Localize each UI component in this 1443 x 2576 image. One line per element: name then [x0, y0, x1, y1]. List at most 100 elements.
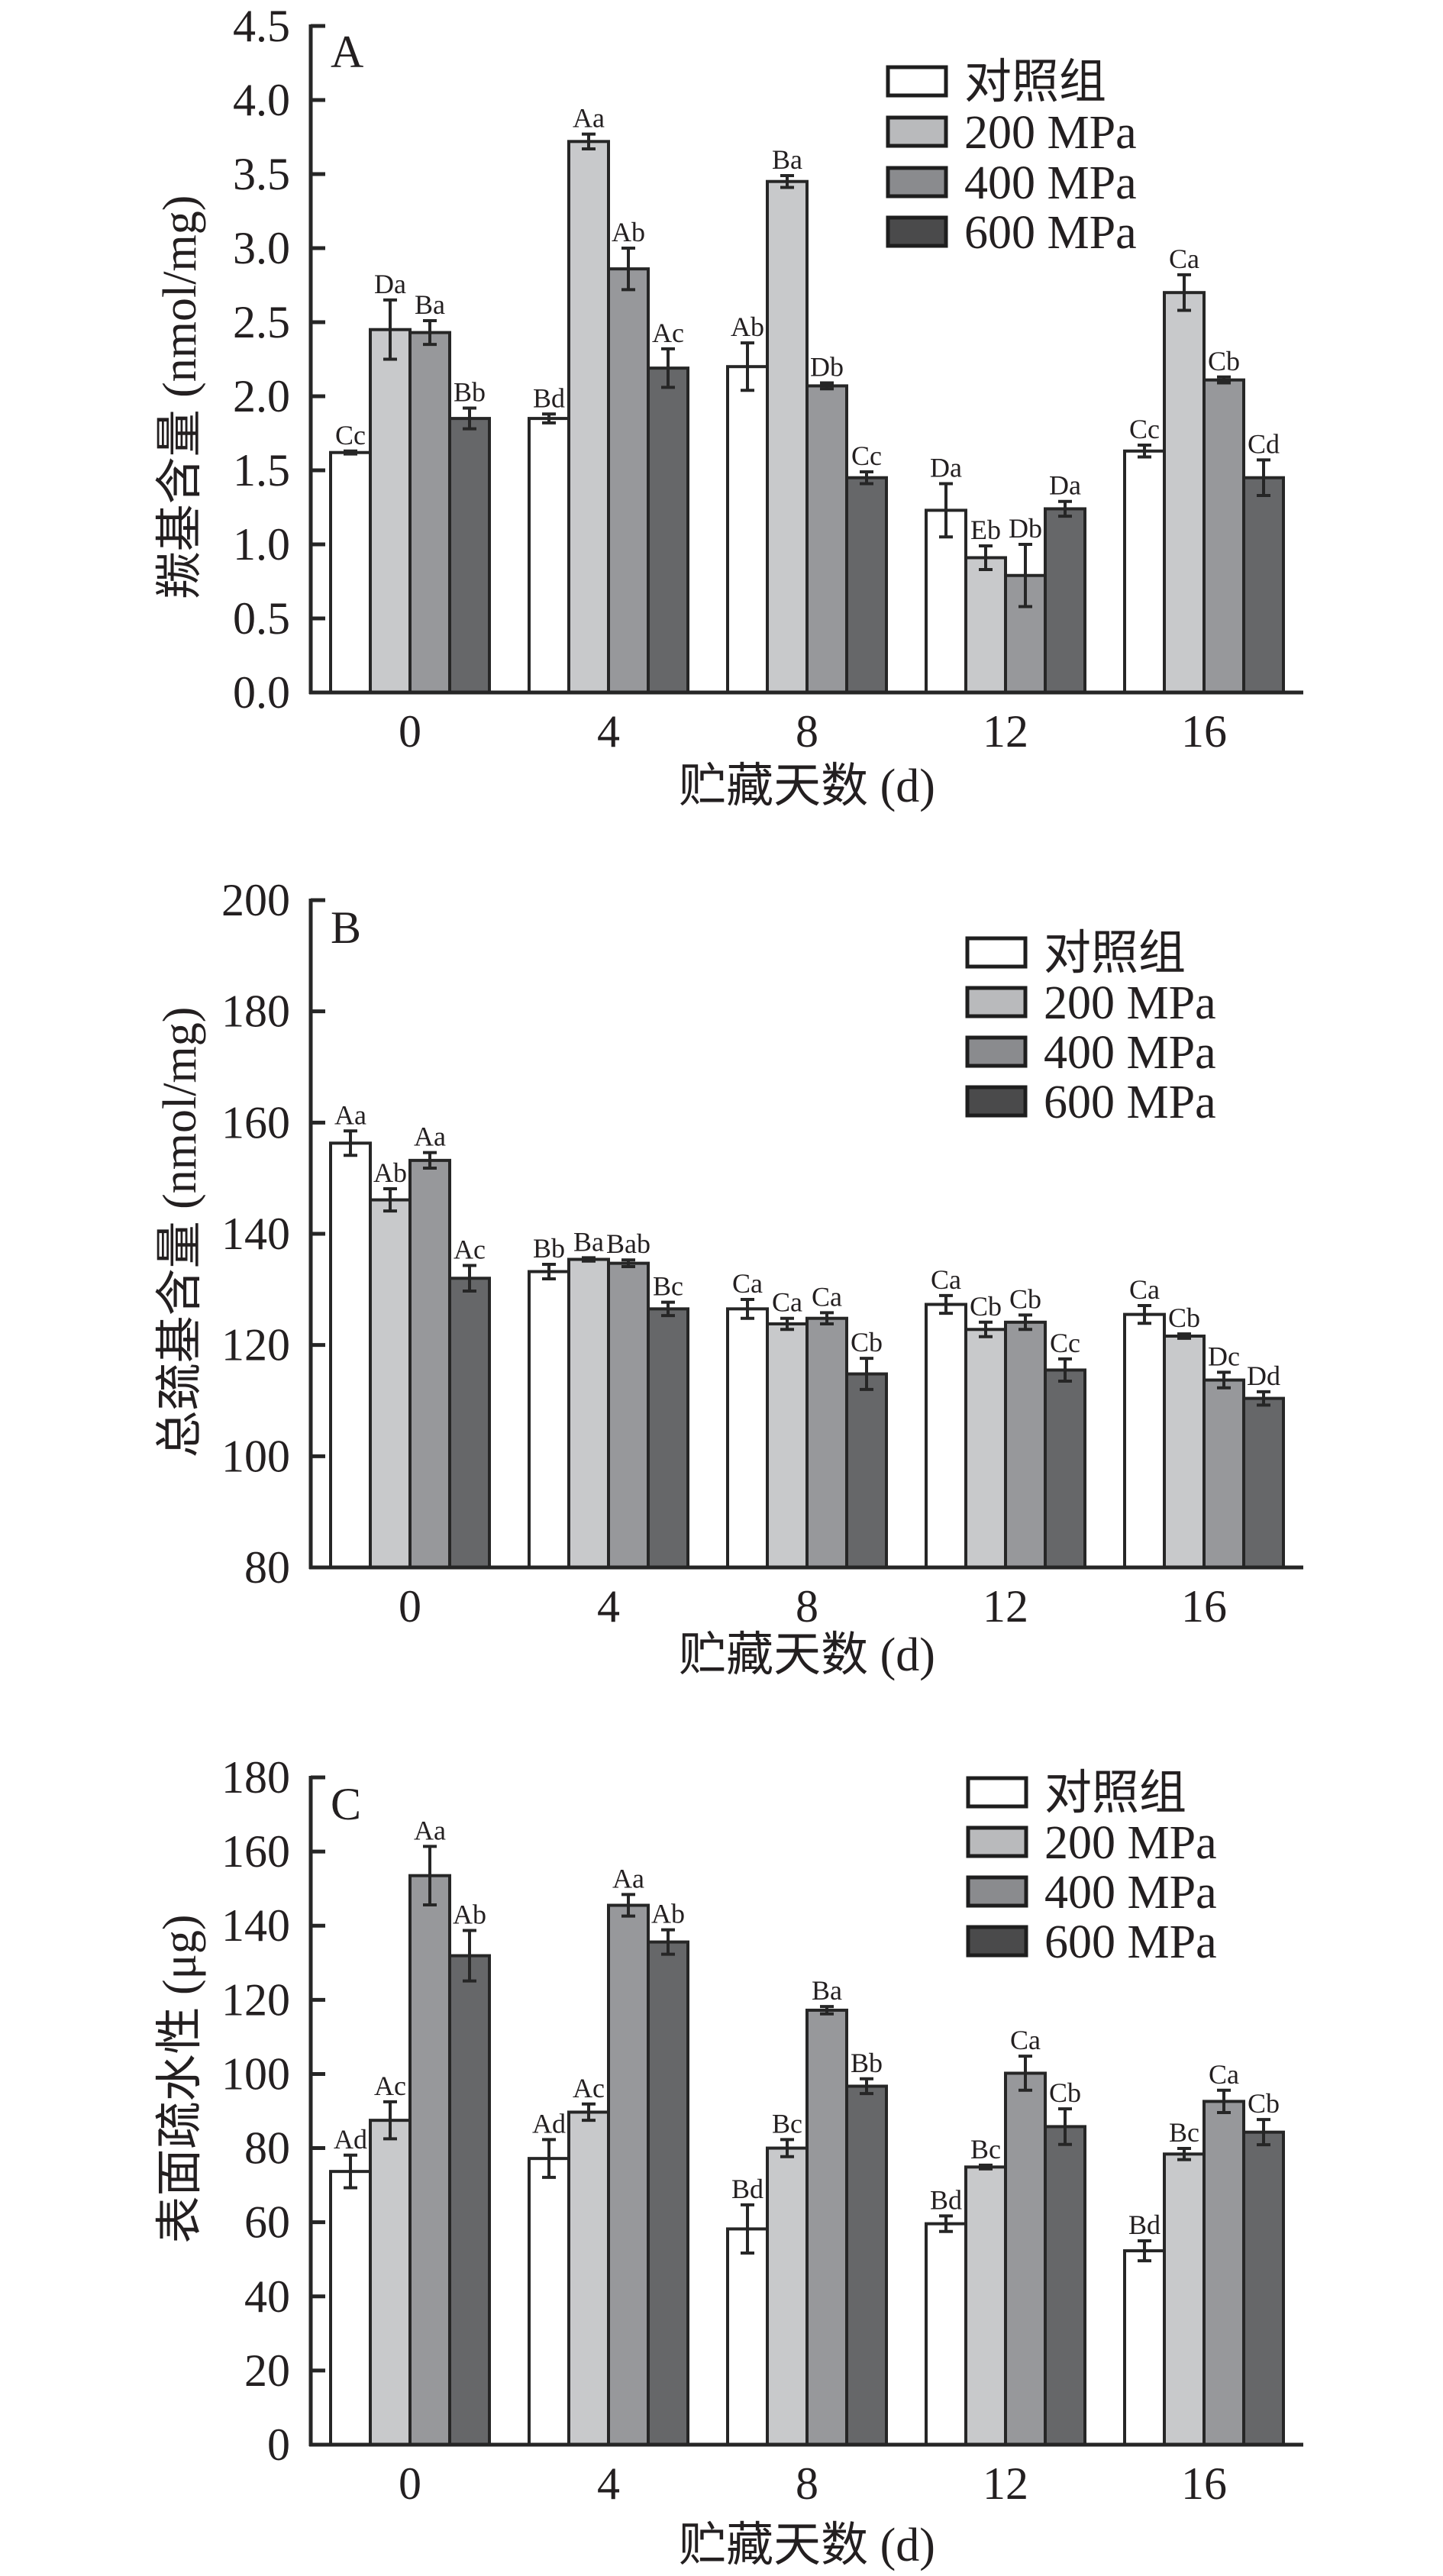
significance-label: Ad: [334, 2124, 367, 2155]
x-tick-label: 8: [796, 2458, 818, 2509]
significance-label: Ca: [931, 1264, 961, 1295]
bar-b-s0-d8: [726, 1307, 769, 1569]
error-bar: [1217, 2088, 1231, 2114]
error-bar: [780, 173, 794, 189]
bar-a-s0-d8: [726, 365, 769, 694]
error-bar: [1177, 2147, 1191, 2161]
significance-label: Cc: [1129, 414, 1160, 444]
significance-label: Ba: [812, 1975, 842, 2006]
panel-c-hydrophobicity-chart: Ad Ad Bd Bd Bd Ac Ac Bc Bc Bc Aa Aa Ba Ca Ca Ab Ab Bb Cb Cb…: [154, 1752, 1303, 2571]
significance-label: Ab: [731, 312, 764, 342]
significance-label: Cb: [851, 1327, 883, 1357]
significance-label: Da: [1049, 470, 1081, 501]
legend-swatch: [886, 115, 948, 148]
bar-b-s3-d16: [1242, 1396, 1285, 1569]
legend-swatch: [965, 1035, 1028, 1068]
bar-a-s3-d8: [845, 476, 888, 694]
bar-a-s2-d4: [607, 267, 650, 695]
bar-b-s0-d0: [329, 1141, 372, 1569]
error-bar: [1138, 444, 1151, 459]
bar-a-s3-d12: [1044, 507, 1086, 694]
bar-a-s3-d16: [1242, 476, 1285, 694]
legend-swatch: [965, 936, 1028, 969]
x-axis-title: 贮藏天数 (d): [679, 2520, 935, 2571]
legend-item: 对照组: [965, 928, 1186, 980]
y-tick-label: 160: [221, 1097, 290, 1148]
legend-swatch: [966, 1875, 1028, 1908]
bar-a-s3-d4: [647, 366, 689, 694]
error-bar: [423, 319, 437, 347]
significance-label: Bd: [533, 383, 565, 413]
error-bar: [621, 1258, 635, 1268]
significance-label: Dc: [1208, 1341, 1240, 1371]
y-tick-label: 80: [244, 2123, 290, 2174]
legend-swatch: [966, 1776, 1028, 1809]
error-bar: [860, 2077, 873, 2096]
bar-c-s2-d12: [1004, 2071, 1047, 2447]
significance-label: Db: [810, 352, 844, 383]
significance-label: Db: [1009, 513, 1042, 544]
error-bar: [344, 1129, 357, 1157]
panel-a-carbonyl-chart: Cc Bd Ab Da Cc Da Aa Ba Eb Ca Ba Ab Db Db Cb Bb Ac Cc Da Cd…: [154, 1, 1303, 812]
significance-label: Da: [930, 452, 962, 483]
error-bar: [1177, 1332, 1191, 1340]
error-bar: [344, 449, 357, 456]
significance-label: Bc: [772, 2108, 802, 2139]
x-tick-label: 8: [796, 706, 818, 757]
error-bar: [661, 1928, 675, 1956]
y-tick-label: 2.0: [233, 371, 290, 421]
legend-swatch: [886, 65, 948, 98]
legend-label: 200 MPa: [1044, 977, 1216, 1029]
significance-label: Bd: [1128, 2210, 1161, 2240]
y-tick-label: 0: [267, 2419, 290, 2470]
significance-label: Ca: [732, 1268, 763, 1299]
legend-label: 400 MPa: [1044, 1867, 1217, 1919]
significance-label: Cb: [970, 1291, 1002, 1322]
bar-b-s3-d12: [1044, 1368, 1086, 1569]
legend-label: 600 MPa: [1044, 1916, 1217, 1968]
significance-label: Cc: [1050, 1328, 1080, 1358]
significance-label: Aa: [414, 1815, 446, 1845]
bar-c-s1-d8: [766, 2146, 809, 2447]
error-bar: [820, 381, 834, 391]
panel-letter: A: [331, 27, 363, 77]
bar-a-s1-d16: [1163, 291, 1206, 694]
y-tick-label: 140: [221, 1209, 290, 1259]
error-bar: [542, 2138, 556, 2179]
error-bar: [741, 2203, 754, 2255]
error-bar: [741, 1297, 754, 1320]
significance-label: Ba: [573, 1226, 604, 1257]
y-tick-label: 0.0: [233, 667, 290, 718]
legend-item: 400 MPa: [965, 1027, 1216, 1079]
bar-a-s2-d16: [1202, 378, 1245, 694]
panel-letter: B: [331, 902, 361, 953]
bar-a-s1-d4: [567, 140, 610, 694]
y-tick-label: 2.5: [233, 297, 290, 347]
x-axis-title: 贮藏天数 (d): [679, 760, 935, 812]
bar-c-s0-d0: [329, 2170, 372, 2446]
error-bar: [582, 1256, 596, 1263]
significance-label: Ca: [1169, 244, 1199, 274]
y-axis-title: 羰基含量 (nmol/mg): [154, 195, 206, 599]
y-tick-label: 140: [221, 1900, 290, 1951]
x-tick-label: 4: [597, 2458, 620, 2509]
error-bar: [582, 2102, 596, 2122]
x-tick-label: 12: [983, 1581, 1028, 1632]
significance-label: Ca: [772, 1287, 802, 1318]
x-tick-label: 4: [597, 1581, 620, 1632]
legend-item: 200 MPa: [886, 107, 1137, 159]
error-bar: [1257, 2118, 1270, 2147]
y-tick-label: 180: [221, 1752, 290, 1803]
error-bar: [383, 2100, 397, 2141]
bar-c-s0-d8: [726, 2227, 769, 2447]
legend-swatch: [965, 1085, 1028, 1118]
bar-c-s3-d4: [647, 1940, 689, 2446]
bar-c-s3-d12: [1044, 2125, 1086, 2446]
significance-label: Bb: [533, 1233, 565, 1264]
significance-label: Bc: [653, 1271, 683, 1302]
bar-b-s0-d4: [528, 1270, 570, 1569]
error-bar: [661, 1300, 675, 1318]
error-bar: [979, 2163, 993, 2171]
